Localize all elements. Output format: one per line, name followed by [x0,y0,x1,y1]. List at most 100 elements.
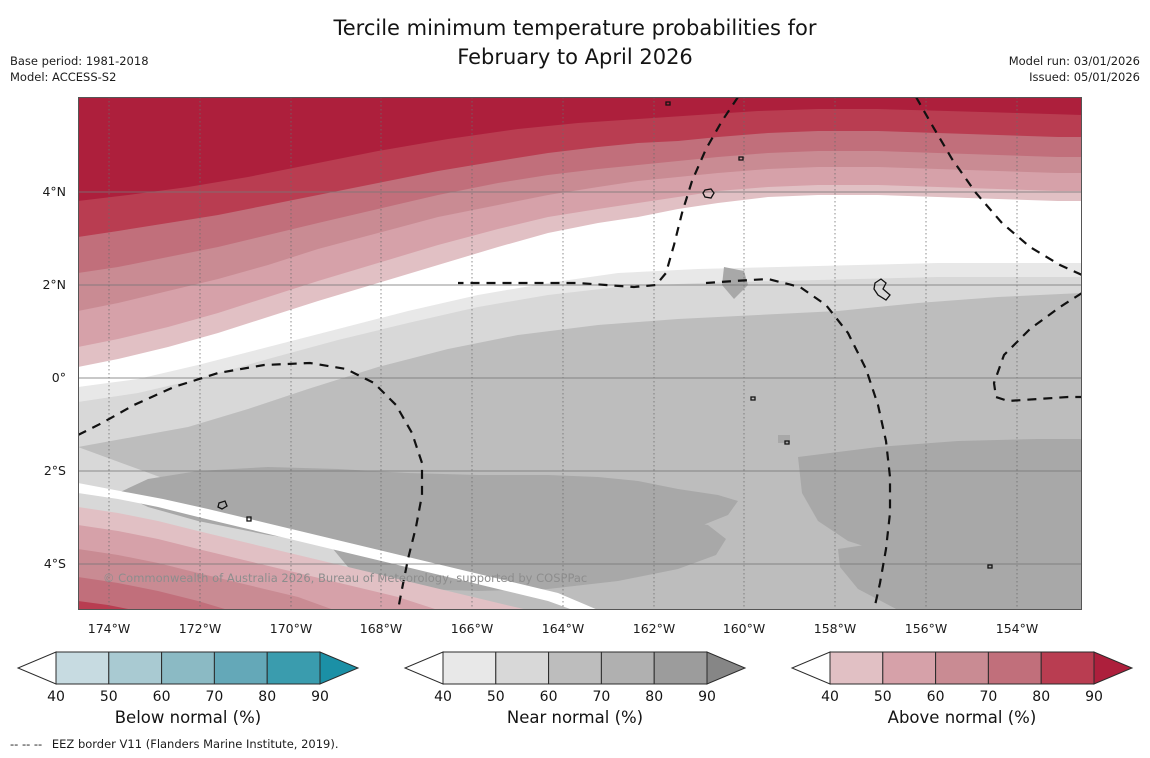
axis-label-lon-154W: 154°W [995,621,1039,636]
colorbar-above-normal-under-arrow [790,651,831,685]
white-band-southwest-boundary [78,483,598,610]
eez-dash-sample: -- -- -- [10,737,43,751]
metadata-right: Model run: 03/01/2026 Issued: 05/01/2026 [1009,53,1140,85]
axis-label-lat-4S: 4°S [43,556,66,571]
colorbar-above-normal-tick-90: 90 [1085,689,1103,705]
above-normal-band-90-north [78,97,1082,201]
island-outline-small-1 [246,516,252,522]
colorbar-above-normal-tick-70: 70 [979,689,997,705]
colorbar-near-normal-over-arrow [706,651,747,685]
above-normal-band-70-southwest [78,577,228,610]
axis-label-lat-2N: 2°N [42,277,66,292]
axis-label-lon-170W: 170°W [269,621,313,636]
colorbar-below-normal-tick-70: 70 [205,689,223,705]
colorbar-above-normal[interactable]: 40 50 60 70 80 90 Above normal (%) [782,648,1142,748]
axis-label-lon-162W: 162°W [632,621,676,636]
colorbar-below-normal-tick-40: 40 [47,689,65,705]
axis-label-lon-158W: 158°W [813,621,857,636]
axis-label-lon-166W: 166°W [450,621,494,636]
colorbar-below-normal-tick-50: 50 [100,689,118,705]
cbar2-body [790,651,1134,685]
eez-border-layer [78,97,1082,610]
metadata-left: Base period: 1981-2018 Model: ACCESS-S2 [10,53,149,85]
issued-label: Issued: 05/01/2026 [1029,70,1140,84]
colorbar-above-normal-swatch-40 [829,651,884,685]
colorbar-below-normal-tick-80: 80 [258,689,276,705]
colorbar-near-normal-tick-80: 80 [645,689,663,705]
axis-label-lat-2S: 2°S [43,463,66,478]
graticule-layer [78,97,1082,610]
colorbar-above-normal-tick-80: 80 [1032,689,1050,705]
title-line-2: February to April 2026 [457,45,693,69]
colorbar-near-normal-swatches: 40 50 60 70 80 90 [403,651,747,705]
axis-label-lat-0: 0° [51,370,66,385]
near-normal-band-70-east2 [838,529,1082,610]
eez-border-phoenix-west [78,361,424,610]
above-normal-layer [78,97,1082,610]
eez-border-north-arc [458,97,739,289]
colorbar-near-normal-tick-60: 60 [540,689,558,705]
eez-border-line-islands [705,277,892,610]
colorbar-near-normal-title: Near normal (%) [506,708,644,727]
base-period-label: Base period: 1981-2018 [10,54,149,68]
above-normal-band-80-southwest [78,601,133,610]
colorbar-near-normal-swatch-40 [442,651,497,685]
colorbar-below-normal-under-arrow [16,651,57,685]
colorbar-above-normal-tick-60: 60 [927,689,945,705]
cbar2-ticks: 40 50 60 70 80 90 [821,689,1103,705]
colorbar-below-normal-swatch-80 [266,651,321,685]
colorbar-near-normal-under-arrow [403,651,444,685]
eez-border-east-lower [992,292,1082,403]
page-title: Tercile minimum temperature probabilitie… [0,14,1150,72]
near-normal-patch-small [778,435,790,443]
model-label: Model: ACCESS-S2 [10,70,117,84]
eez-border-east-arc [915,97,1082,277]
axis-label-lon-164W: 164°W [541,621,585,636]
colorbar-below-normal-swatch-40 [55,651,110,685]
colorbar-below-normal[interactable]: 40 50 60 70 80 90 Below normal (%) [8,648,368,748]
title-line-1: Tercile minimum temperature probabilitie… [333,16,817,40]
cbar1-ticks: 40 50 60 70 80 90 [434,689,716,705]
colorbar-above-normal-swatches: 40 50 60 70 80 90 [790,651,1134,705]
colorbar-below-normal-title: Below normal (%) [114,708,262,727]
near-normal-patch-atoll [722,267,748,299]
colorbar-above-normal-tick-50: 50 [874,689,892,705]
colorbar-above-normal-swatch-80 [1040,651,1095,685]
island-outline-nikumaroro [217,500,228,510]
colorbar-below-normal-swatch-60 [161,651,215,685]
axis-label-lat-4N: 4°N [42,184,66,199]
map-plot-area [78,97,1082,610]
colorbar-near-normal-swatch-80 [653,651,708,685]
island-outline-layer [99,101,993,610]
colorbar-below-normal-tick-60: 60 [153,689,171,705]
colorbar-above-normal-swatch-70 [987,651,1042,685]
colorbar-above-normal-swatch-60 [935,651,989,685]
colorbar-near-normal-swatch-70 [600,651,655,685]
island-outline-small-6 [784,440,790,445]
axis-label-lon-160W: 160°W [722,621,766,636]
colorbar-near-normal-swatch-50 [495,651,550,685]
colorbar-above-normal-title: Above normal (%) [887,708,1037,727]
cbar0-body [16,651,360,685]
axis-label-lon-156W: 156°W [904,621,948,636]
colorbar-near-normal-tick-90: 90 [698,689,716,705]
island-outline-small-5 [750,396,756,401]
colorbar-below-normal-over-arrow [319,651,360,685]
colorbar-above-normal-over-arrow [1093,651,1134,685]
island-outline-canton [702,188,715,199]
eez-legend-text: EEZ border V11 (Flanders Marine Institut… [51,737,339,751]
white-band-northern-boundary [78,207,1082,387]
map-credit: © Commonwealth of Australia 2026, Bureau… [103,571,588,585]
cbar0-ticks: 40 50 60 70 80 90 [47,689,329,705]
cbar1-body [403,651,747,685]
colorbar-below-normal-swatches: 40 50 60 70 80 90 [16,651,360,705]
colorbar-near-normal-tick-50: 50 [487,689,505,705]
colorbar-above-normal-swatch-50 [882,651,937,685]
colorbar-near-normal-tick-40: 40 [434,689,452,705]
island-outline-small-4 [738,156,744,161]
colorbar-below-normal-swatch-70 [213,651,268,685]
island-outline-small-7 [987,564,993,569]
colorbar-near-normal[interactable]: 40 50 60 70 80 90 Near normal (%) [395,648,755,748]
axis-label-lon-172W: 172°W [178,621,222,636]
colorbar-near-normal-tick-70: 70 [592,689,610,705]
